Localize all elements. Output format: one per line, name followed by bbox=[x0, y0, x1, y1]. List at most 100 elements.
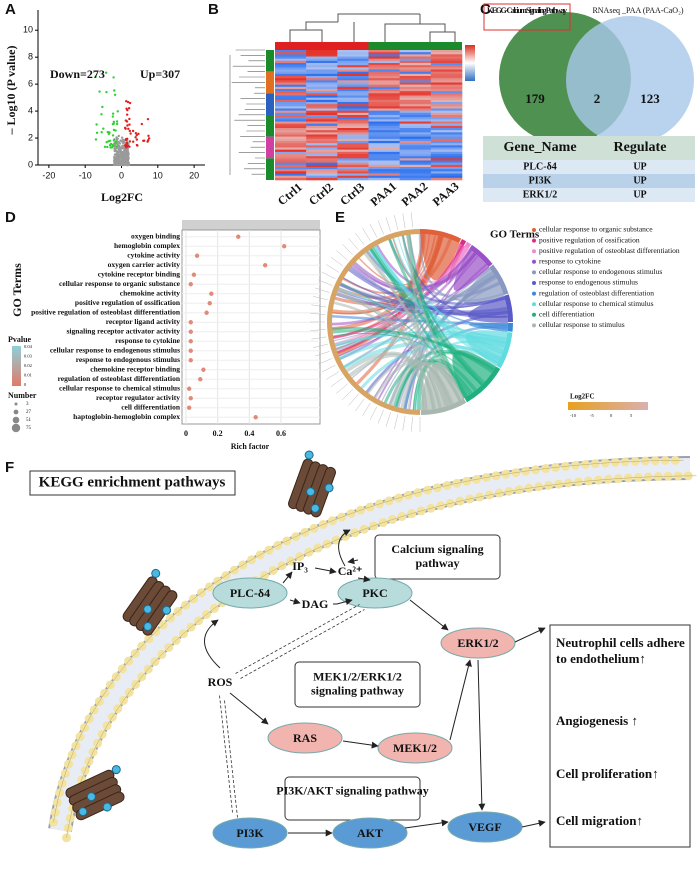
cell bbox=[337, 173, 369, 176]
point bbox=[126, 144, 130, 147]
point bbox=[101, 105, 104, 109]
cell bbox=[306, 138, 338, 142]
gene-tick bbox=[336, 250, 348, 261]
dot bbox=[188, 358, 193, 363]
cell bbox=[337, 130, 369, 133]
term-arc bbox=[504, 294, 513, 323]
ribbon bbox=[467, 295, 508, 323]
cell bbox=[275, 167, 307, 170]
cell bbox=[368, 78, 400, 81]
cell bbox=[399, 125, 432, 129]
cell bbox=[337, 132, 369, 135]
gene-tick bbox=[377, 409, 384, 424]
cell bbox=[275, 91, 307, 94]
cell bbox=[337, 128, 369, 131]
legend-label: cellular response to endogenous stimulus bbox=[539, 267, 662, 276]
point bbox=[105, 90, 108, 94]
cell bbox=[337, 97, 369, 101]
cell bbox=[399, 110, 432, 114]
venn-right bbox=[566, 16, 694, 144]
table-cell: UP bbox=[633, 175, 646, 186]
point bbox=[95, 123, 98, 126]
cell bbox=[275, 175, 307, 179]
y-tick-label: 2 bbox=[28, 132, 33, 142]
dashed-arrow bbox=[235, 604, 360, 674]
dot bbox=[253, 415, 258, 420]
point bbox=[105, 141, 108, 144]
outcome: Neutrophil cells adhere to endothelium↑ bbox=[556, 635, 685, 666]
cell bbox=[275, 156, 307, 159]
dashed-arrow bbox=[240, 609, 365, 679]
point bbox=[142, 139, 145, 143]
cell bbox=[368, 112, 400, 116]
point bbox=[128, 140, 132, 143]
legend-tick: 3 bbox=[26, 402, 29, 407]
point bbox=[115, 152, 118, 156]
x-tick-label: 0.6 bbox=[276, 429, 286, 438]
cell bbox=[430, 117, 463, 120]
cell bbox=[275, 102, 307, 105]
cell bbox=[399, 97, 432, 101]
point bbox=[125, 154, 129, 157]
ion bbox=[306, 487, 316, 497]
cell bbox=[337, 136, 369, 140]
ribbon bbox=[462, 267, 505, 305]
gene-tick bbox=[336, 383, 348, 394]
cell bbox=[399, 104, 432, 107]
table-header: Regulate bbox=[614, 140, 667, 155]
point bbox=[115, 138, 119, 141]
gene-tick bbox=[348, 394, 359, 406]
x-axis-label: Log2FC bbox=[101, 190, 143, 204]
cell bbox=[337, 80, 369, 83]
term-arc bbox=[464, 241, 472, 249]
channel-part bbox=[75, 791, 125, 821]
cell bbox=[337, 151, 369, 155]
cell bbox=[430, 158, 463, 161]
cell bbox=[337, 54, 369, 57]
cell bbox=[275, 65, 307, 68]
table-cell: PI3K bbox=[529, 175, 552, 186]
venn-count: 179 bbox=[525, 91, 545, 106]
cell bbox=[337, 169, 369, 172]
dot bbox=[188, 396, 193, 401]
point bbox=[108, 139, 112, 142]
x-tick-label: 0.2 bbox=[213, 429, 223, 438]
cell bbox=[275, 128, 307, 131]
node-label: RAS bbox=[293, 731, 317, 745]
pathway-node bbox=[337, 577, 413, 609]
pathway-node bbox=[212, 577, 288, 609]
point bbox=[106, 145, 109, 149]
pathway-box-label: Calcium signaling pathway bbox=[391, 542, 483, 570]
cell bbox=[337, 56, 369, 59]
legend-label: response to cytokine bbox=[539, 257, 601, 266]
legend-swatch bbox=[532, 238, 536, 243]
cell bbox=[275, 99, 307, 103]
dot bbox=[188, 282, 193, 287]
cell bbox=[430, 151, 463, 155]
cell bbox=[368, 60, 400, 64]
dot bbox=[191, 272, 197, 277]
cell bbox=[306, 93, 338, 96]
cell bbox=[430, 84, 463, 88]
x-tick-label: 10 bbox=[153, 170, 163, 180]
gene-tick bbox=[330, 257, 344, 267]
pathway-node bbox=[267, 722, 343, 754]
legend-label: regulation of osteoblast differentiation bbox=[539, 288, 654, 297]
legend-dot bbox=[14, 402, 18, 406]
ion bbox=[111, 765, 121, 775]
cell bbox=[275, 132, 307, 135]
cell bbox=[368, 91, 400, 94]
cell bbox=[399, 69, 432, 72]
cell bbox=[430, 95, 463, 98]
term-arc bbox=[420, 398, 467, 415]
point bbox=[117, 140, 120, 144]
cell bbox=[275, 115, 307, 118]
node-label: VEGF bbox=[468, 820, 501, 834]
cell bbox=[368, 141, 400, 144]
cell bbox=[306, 97, 338, 101]
panel-label: A bbox=[5, 1, 16, 18]
gene-tick bbox=[362, 402, 371, 416]
cell bbox=[368, 121, 400, 124]
cell bbox=[337, 154, 369, 157]
cell bbox=[337, 162, 369, 166]
